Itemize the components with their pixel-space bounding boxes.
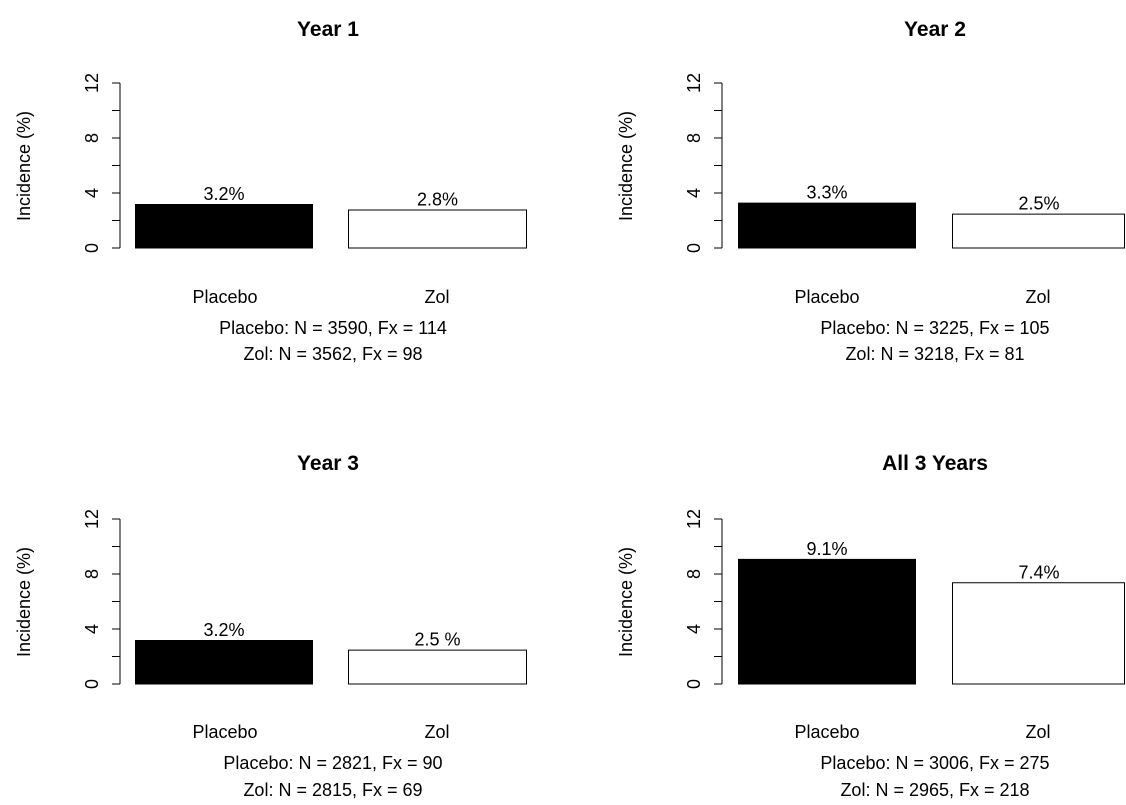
x-category-label: Placebo <box>794 287 859 307</box>
x-category-label: Placebo <box>192 722 257 742</box>
y-tick-label: 4 <box>82 188 102 198</box>
y-tick-label: 8 <box>684 133 704 143</box>
y-tick-label: 12 <box>684 509 704 529</box>
chart-title: Year 1 <box>297 18 359 41</box>
bar-zol <box>348 649 527 685</box>
y-tick-label: 12 <box>82 73 102 93</box>
y-tick-label: 8 <box>684 569 704 579</box>
chart-panel-3: Year 3 Incidence (%) 0 4 8 12 3.2% Placebo 2.5 %… <box>14 452 527 800</box>
y-tick-label: 4 <box>82 624 102 634</box>
y-axis-label: Incidence (%) <box>14 111 34 221</box>
data-label: 2.5 % <box>414 630 460 650</box>
chart-title: Year 2 <box>904 18 966 41</box>
y-tick-label: 0 <box>684 679 704 689</box>
bar-zol <box>348 209 527 249</box>
y-tick-label: 4 <box>684 624 704 634</box>
x-category-label: Zol <box>1025 722 1050 742</box>
sample-note-zol: Zol: N = 3562, Fx = 98 <box>243 344 422 364</box>
sample-note-placebo: Placebo: N = 3006, Fx = 275 <box>820 753 1049 773</box>
y-tick-label: 12 <box>82 509 102 529</box>
chart-panel-2: Year 2 Incidence (%) 0 4 8 12 3.3% Placebo 2.5% Z… <box>616 18 1125 364</box>
sample-note-placebo: Placebo: N = 2821, Fx = 90 <box>223 753 442 773</box>
sample-note-placebo: Placebo: N = 3590, Fx = 114 <box>219 318 447 338</box>
y-axis-label: Incidence (%) <box>616 111 636 221</box>
y-tick-label: 8 <box>82 133 102 143</box>
y-tick-label: 12 <box>684 73 704 93</box>
bar-zol <box>952 213 1125 249</box>
data-label: 3.2% <box>203 184 244 204</box>
x-category-label: Zol <box>1025 287 1050 307</box>
sample-note-placebo: Placebo: N = 3225, Fx = 105 <box>820 318 1049 338</box>
y-axis-label: Incidence (%) <box>616 547 636 657</box>
y-axis-label: Incidence (%) <box>14 547 34 657</box>
x-category-label: Placebo <box>794 722 859 742</box>
bar-placebo <box>738 202 916 249</box>
y-tick-label: 0 <box>684 243 704 253</box>
bar-zol <box>952 582 1125 685</box>
x-category-label: Zol <box>424 722 449 742</box>
chart-title: Year 3 <box>297 452 359 475</box>
data-label: 2.5% <box>1018 194 1059 214</box>
y-tick-label: 0 <box>82 243 102 253</box>
bar-placebo <box>135 640 313 685</box>
x-category-label: Placebo <box>192 287 257 307</box>
bar-placebo <box>135 204 313 249</box>
bar-placebo <box>738 558 916 685</box>
data-label: 3.2% <box>203 620 244 640</box>
sample-note-zol: Zol: N = 3218, Fx = 81 <box>845 344 1024 364</box>
data-label: 9.1% <box>806 539 847 559</box>
y-tick-label: 8 <box>82 569 102 579</box>
data-label: 3.3% <box>806 183 847 203</box>
chart-title: All 3 Years <box>882 452 988 475</box>
y-tick-label: 4 <box>684 188 704 198</box>
x-category-label: Zol <box>424 287 449 307</box>
chart-panel-4: All 3 Years Incidence (%) 0 4 8 12 9.1% Placebo… <box>616 452 1125 800</box>
sample-note-zol: Zol: N = 2815, Fx = 69 <box>243 780 422 800</box>
chart-panel-1: Year 1 Incidence (%) 0 4 8 12 3.2% Placebo 2.8% Z… <box>14 18 527 364</box>
data-label: 7.4% <box>1018 562 1059 582</box>
y-tick-label: 0 <box>82 679 102 689</box>
data-label: 2.8% <box>417 190 458 210</box>
sample-note-zol: Zol: N = 2965, Fx = 218 <box>840 780 1029 800</box>
